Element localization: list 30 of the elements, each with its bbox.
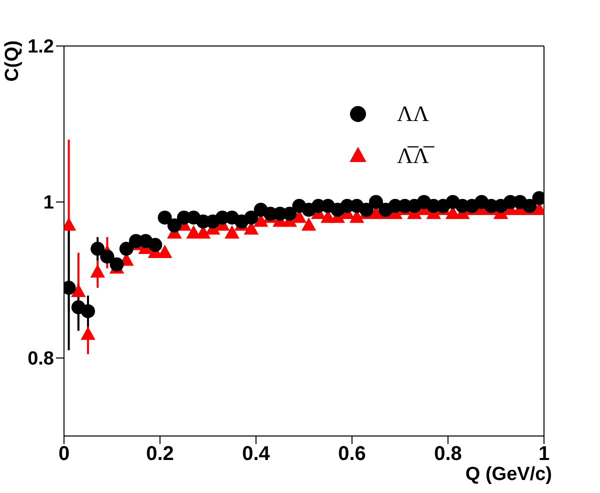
x-tick-label: 0.4: [242, 443, 271, 466]
x-tick-label: 0.8: [434, 443, 462, 466]
point: [167, 218, 182, 232]
x-tick-label: 1: [538, 443, 550, 466]
y-tick-label: 1.2: [28, 36, 54, 58]
x-tick-label: 0: [58, 443, 70, 466]
y-axis-title: C(Q): [2, 39, 24, 84]
point: [369, 195, 383, 209]
point: [110, 257, 124, 272]
point: [100, 250, 114, 264]
point: [119, 242, 134, 256]
point: [359, 202, 374, 217]
point: [301, 217, 316, 231]
x-axis-title: Q (GeV/c): [465, 464, 552, 486]
point: [224, 225, 240, 238]
point: [244, 210, 258, 225]
point: [522, 198, 537, 213]
point: [80, 326, 96, 340]
y-tick-label: 1: [43, 192, 54, 214]
point: [90, 264, 105, 278]
x-tick-label: 0.6: [338, 443, 366, 466]
point: [148, 238, 162, 252]
legend-label: ΛΛ: [397, 101, 429, 127]
point: [282, 206, 297, 221]
point: [90, 242, 105, 256]
point: [158, 210, 172, 225]
x-tick-label: 0.2: [146, 443, 174, 466]
y-tick-label: 0.8: [28, 348, 54, 370]
point: [81, 304, 95, 318]
point: [71, 284, 86, 297]
